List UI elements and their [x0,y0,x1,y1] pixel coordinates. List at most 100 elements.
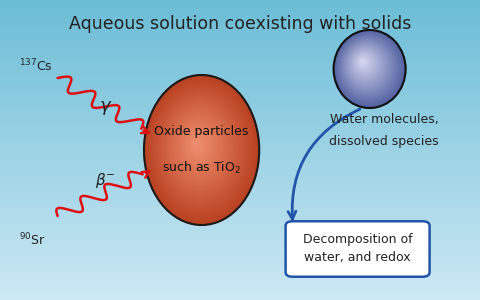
Ellipse shape [149,82,253,217]
Ellipse shape [348,46,384,85]
Bar [0,291,480,294]
Ellipse shape [187,131,208,159]
Bar [0,45,480,48]
Ellipse shape [352,50,378,78]
Ellipse shape [190,135,205,155]
Bar [0,216,480,219]
Bar [0,144,480,147]
Bar [0,297,480,300]
Bar [0,96,480,99]
Bar [0,243,480,246]
Ellipse shape [359,57,368,67]
Bar [0,126,480,129]
Ellipse shape [188,133,207,158]
Ellipse shape [357,56,370,69]
Bar [0,75,480,78]
Bar [0,69,480,72]
Ellipse shape [354,52,375,75]
Ellipse shape [159,94,241,202]
Bar [0,135,480,138]
Ellipse shape [162,98,239,198]
Ellipse shape [147,80,255,220]
Ellipse shape [155,89,247,209]
Ellipse shape [338,35,399,101]
Bar [0,51,480,54]
Ellipse shape [354,52,374,74]
Ellipse shape [177,118,221,175]
Ellipse shape [361,60,365,64]
Bar [0,48,480,51]
Ellipse shape [173,113,225,180]
Bar [0,132,480,135]
Ellipse shape [191,136,204,153]
Ellipse shape [335,31,405,107]
Ellipse shape [342,39,393,94]
Ellipse shape [166,104,233,191]
Bar [0,285,480,288]
Bar [0,3,480,6]
Ellipse shape [346,43,387,88]
Bar [0,93,480,96]
Ellipse shape [345,42,389,90]
Bar [0,72,480,75]
Bar [0,228,480,231]
Bar [0,111,480,114]
Ellipse shape [180,122,216,170]
Text: water, and redox: water, and redox [304,251,411,265]
Ellipse shape [343,40,392,93]
Ellipse shape [348,46,383,83]
Bar [0,156,480,159]
Bar [0,60,480,63]
Bar [0,24,480,27]
Ellipse shape [185,129,210,161]
Ellipse shape [150,83,252,215]
Bar [0,102,480,105]
Text: Water molecules,: Water molecules, [330,113,438,127]
Ellipse shape [341,39,394,95]
Ellipse shape [337,34,400,102]
Text: Oxide particles: Oxide particles [155,125,249,139]
Bar [0,63,480,66]
Bar [0,165,480,168]
Bar [0,225,480,228]
Bar [0,270,480,273]
Bar [0,237,480,240]
Ellipse shape [158,93,242,203]
Ellipse shape [144,75,259,225]
Ellipse shape [336,32,402,104]
Bar [0,57,480,60]
Ellipse shape [192,137,203,152]
Bar [0,120,480,123]
Bar [0,240,480,243]
Ellipse shape [178,119,220,174]
Bar [0,15,480,18]
Bar [0,273,480,276]
Bar [0,54,480,57]
Bar [0,9,480,12]
Bar [0,231,480,234]
Ellipse shape [163,100,236,195]
Ellipse shape [358,56,369,68]
Ellipse shape [351,50,379,79]
Ellipse shape [175,115,223,178]
Ellipse shape [353,51,376,76]
Bar [0,78,480,81]
Ellipse shape [196,143,198,145]
Bar [0,279,480,282]
Ellipse shape [360,58,367,66]
Bar [0,66,480,69]
Bar [0,252,480,255]
Bar [0,108,480,111]
Ellipse shape [179,121,217,171]
Bar [0,288,480,291]
Bar [0,213,480,216]
Bar [0,177,480,180]
Bar [0,138,480,141]
Bar [0,258,480,261]
Ellipse shape [176,116,222,176]
Bar [0,12,480,15]
Bar [0,264,480,267]
Bar [0,168,480,171]
Ellipse shape [349,47,382,82]
Ellipse shape [335,32,403,106]
